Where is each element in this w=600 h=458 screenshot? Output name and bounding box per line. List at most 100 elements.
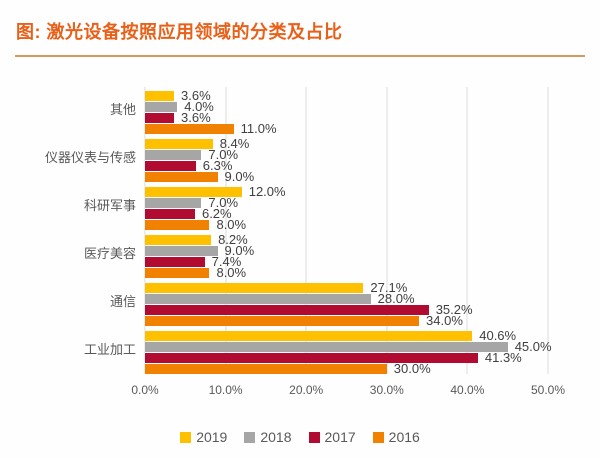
bar-2016 bbox=[145, 220, 210, 230]
bar-value-label: 41.3% bbox=[484, 350, 522, 365]
bar-2016 bbox=[145, 364, 387, 374]
bar-value-label: 9.0% bbox=[224, 243, 255, 258]
x-axis-tick: 30.0% bbox=[369, 383, 404, 397]
bar-value-label: 8.2% bbox=[218, 232, 248, 247]
bar-value-label: 8.0% bbox=[216, 265, 247, 280]
bar-2019 bbox=[145, 139, 213, 149]
bar-value-label: 11.0% bbox=[240, 121, 277, 136]
legend-swatch bbox=[372, 431, 384, 443]
bar-row: 4.0% bbox=[145, 100, 548, 113]
legend-label: 2019 bbox=[196, 429, 228, 445]
bar-value-label: 3.6% bbox=[181, 110, 211, 125]
bar-2016 bbox=[145, 268, 210, 278]
bar-2019 bbox=[145, 283, 364, 293]
bar-groups: 3.6% 4.0% 3.6% 11.0% 8.4% 7.0% 6.3% 9.0% 12.0% 7.… bbox=[145, 88, 552, 376]
bar-row: 6.3% bbox=[145, 158, 548, 173]
bar-row: 40.6% bbox=[145, 328, 548, 343]
bar-2018 bbox=[145, 294, 371, 304]
bar-row: 12.0% bbox=[145, 184, 548, 199]
bar-row: 41.3% bbox=[145, 350, 548, 365]
bar-row: 8.4% bbox=[145, 136, 548, 151]
bar-value-label: 9.0% bbox=[224, 169, 255, 184]
category-label: 其他 bbox=[109, 102, 136, 117]
bar-2018 bbox=[145, 150, 202, 160]
bar-value-label: 12.0% bbox=[248, 184, 286, 199]
title-underline bbox=[15, 55, 585, 57]
bar-value-label: 30.0% bbox=[393, 361, 431, 376]
legend-item-2017: 2017 bbox=[308, 429, 356, 445]
bar-2016 bbox=[145, 124, 234, 134]
bar-value-label: 7.0% bbox=[208, 195, 239, 210]
bar-value-label: 6.3% bbox=[202, 158, 233, 173]
bar-row: 30.0% bbox=[145, 361, 548, 376]
bar-row: 9.0% bbox=[145, 169, 548, 184]
bar-2019 bbox=[145, 331, 473, 341]
legend-label: 2016 bbox=[388, 429, 420, 445]
bar-group: 8.2% 9.0% 7.4% 8.0% bbox=[145, 232, 548, 280]
x-axis-tick: 40.0% bbox=[450, 383, 485, 397]
bar-2019 bbox=[145, 187, 242, 197]
bar-2019 bbox=[145, 91, 175, 101]
bar-group: 27.1% 28.0% 35.2% 34.0% bbox=[145, 280, 548, 328]
bar-value-label: 27.1% bbox=[370, 280, 408, 295]
bar-row: 6.2% bbox=[145, 206, 548, 221]
bar-value-label: 35.2% bbox=[435, 302, 473, 317]
bar-2018 bbox=[145, 102, 178, 112]
bar-row: 9.0% bbox=[145, 243, 548, 258]
legend-item-2018: 2018 bbox=[244, 429, 292, 445]
bar-row: 8.0% bbox=[145, 217, 548, 232]
bar-row: 3.6% bbox=[145, 110, 548, 125]
x-axis-tick: 0.0% bbox=[131, 383, 159, 397]
bar-value-label: 34.0% bbox=[426, 313, 463, 328]
bar-value-label: 7.0% bbox=[208, 147, 239, 162]
bar-value-label: 45.0% bbox=[514, 339, 552, 354]
bar-value-label: 3.6% bbox=[181, 88, 211, 103]
bar-row: 27.1% bbox=[145, 280, 548, 295]
bar-row: 11.0% bbox=[145, 121, 548, 136]
bar-group: 3.6% 4.0% 3.6% 11.0% bbox=[145, 88, 548, 136]
category-label: 仪器仪表与传感 bbox=[44, 150, 136, 165]
chart-area: 其他 仪器仪表与传感 科研军事 医疗美容 通信 工业加工 3.6% 4.0% 3.6% 11.0… bbox=[0, 87, 600, 398]
bar-row: 34.0% bbox=[145, 313, 548, 328]
category-axis: 其他 仪器仪表与传感 科研军事 医疗美容 通信 工业加工 bbox=[15, 87, 145, 398]
bar-2017 bbox=[145, 353, 478, 363]
bar-group: 12.0% 7.0% 6.2% 8.0% bbox=[145, 184, 548, 232]
bar-2017 bbox=[145, 161, 196, 171]
bar-2016 bbox=[145, 316, 420, 326]
bar-value-label: 40.6% bbox=[479, 328, 517, 343]
bar-row: 8.0% bbox=[145, 265, 548, 280]
bar-row: 35.2% bbox=[145, 302, 548, 317]
bar-row: 3.6% bbox=[145, 88, 548, 103]
plot-wrap: 3.6% 4.0% 3.6% 11.0% 8.4% 7.0% 6.3% 9.0% 12.0% 7.… bbox=[131, 87, 565, 398]
legend-label: 2017 bbox=[324, 429, 356, 445]
bar-2016 bbox=[145, 172, 218, 182]
bar-value-label: 6.2% bbox=[201, 206, 232, 221]
bar-row: 7.0% bbox=[145, 147, 548, 162]
x-axis-tick: 50.0% bbox=[530, 383, 566, 397]
category-label: 医疗美容 bbox=[83, 246, 136, 261]
chart-title: 图: 激光设备按照应用领域的分类及占比 bbox=[16, 22, 343, 42]
bar-2018 bbox=[145, 342, 508, 352]
bar-2019 bbox=[145, 235, 212, 245]
legend: 2019 2018 2017 2016 bbox=[0, 429, 600, 445]
bar-group: 8.4% 7.0% 6.3% 9.0% bbox=[145, 136, 548, 184]
legend-swatch bbox=[180, 431, 192, 443]
plot-area: 3.6% 4.0% 3.6% 11.0% 8.4% 7.0% 6.3% 9.0% 12.0% 7.… bbox=[144, 87, 552, 376]
bar-value-label: 8.4% bbox=[219, 136, 250, 151]
bar-value-label: 28.0% bbox=[377, 291, 415, 306]
bar-value-label: 7.4% bbox=[211, 254, 242, 269]
bar-2017 bbox=[145, 209, 195, 219]
bar-row: 7.4% bbox=[145, 254, 548, 269]
category-label: 通信 bbox=[109, 294, 136, 309]
legend-label: 2018 bbox=[260, 429, 292, 445]
bar-row: 45.0% bbox=[145, 340, 552, 353]
bar-group: 40.6% 45.0% 41.3% 30.0% bbox=[145, 328, 552, 376]
bar-row: 8.2% bbox=[145, 232, 548, 247]
legend-swatch bbox=[308, 431, 320, 443]
bar-2017 bbox=[145, 305, 429, 315]
bar-value-label: 8.0% bbox=[216, 217, 247, 232]
x-axis-tick: 10.0% bbox=[208, 383, 243, 397]
category-label: 科研军事 bbox=[83, 198, 136, 213]
bar-row: 7.0% bbox=[145, 195, 548, 210]
